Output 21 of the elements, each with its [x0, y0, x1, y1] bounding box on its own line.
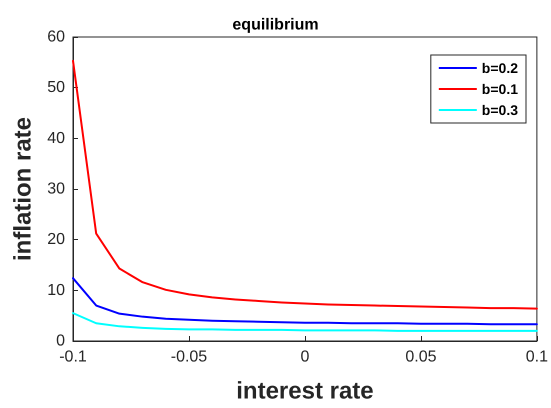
- x-tick-label: -0.1: [59, 348, 87, 366]
- y-tick-label: 30: [47, 180, 66, 198]
- y-tick-label: 20: [47, 231, 66, 248]
- line-series: [72, 60, 538, 310]
- y-tick-label: 40: [47, 130, 66, 147]
- legend-label: b=0.3: [482, 102, 518, 118]
- y-tick-label: 10: [47, 282, 66, 299]
- line-series: [72, 312, 538, 332]
- chart-title: equilibrium: [232, 16, 319, 34]
- y-axis-title: inflation rate: [10, 116, 36, 262]
- legend-label: b=0.2: [482, 60, 518, 76]
- y-tick-label: 50: [47, 79, 66, 96]
- x-axis-title: interest rate: [236, 378, 374, 404]
- x-tick-label: 0.05: [405, 348, 437, 366]
- legend-label: b=0.1: [482, 81, 518, 97]
- x-tick-label: 0.1: [526, 348, 548, 366]
- x-tick-label: -0.05: [170, 348, 208, 366]
- y-tick-label: 60: [47, 28, 66, 46]
- y-tick-label: 0: [56, 332, 66, 350]
- x-tick-label: 0: [300, 348, 310, 366]
- line-series: [72, 277, 538, 326]
